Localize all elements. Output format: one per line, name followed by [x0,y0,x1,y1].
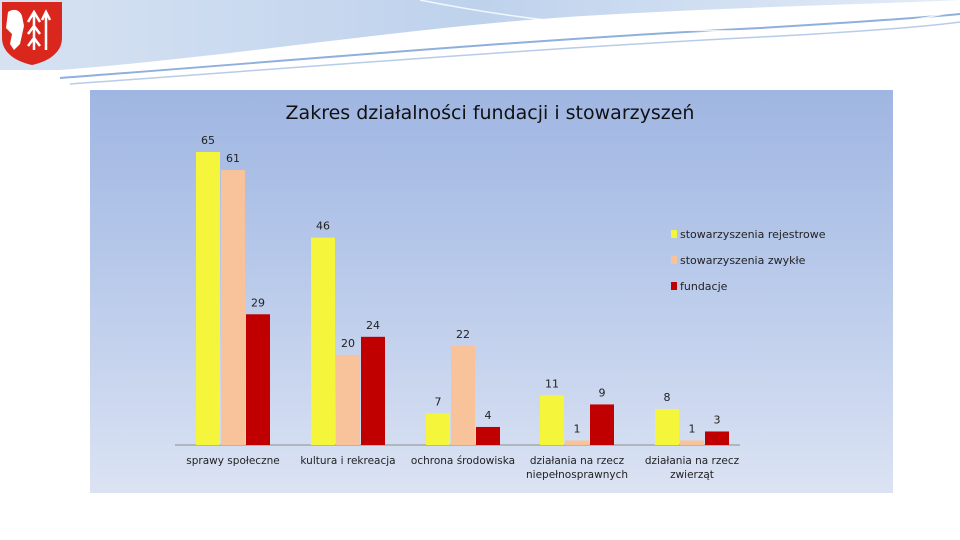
legend-label: fundacje [680,280,728,293]
data-label: 46 [316,220,330,233]
chart-title: Zakres działalności fundacji i stowarzys… [286,102,695,124]
bar [246,314,270,445]
bar [655,408,679,445]
chart-panel: Zakres działalności fundacji i stowarzys… [90,90,893,493]
category-label: sprawy społeczne [186,455,279,467]
data-label: 24 [366,319,380,332]
category-label: kultura i rekreacja [300,455,395,467]
bar [565,440,589,445]
bar [426,413,450,445]
bar [590,404,614,445]
decorative-banner [0,0,960,85]
data-label: 61 [226,152,240,165]
legend-label: stowarzyszenia zwykłe [680,254,806,267]
bar [476,426,500,445]
category-label: zwierząt [670,469,714,481]
data-label: 11 [545,377,559,390]
data-label: 9 [599,386,606,399]
category-label: działania na rzecz [645,455,740,467]
category-label: niepełnosprawnych [526,469,628,481]
coat-of-arms-eagle-icon [2,2,62,65]
chart-legend: stowarzyszenia rejestrowe stowarzyszenia … [671,228,826,293]
data-label: 29 [251,296,265,309]
bar [196,152,220,445]
category-label: działania na rzecz [530,455,625,467]
bar [221,170,245,445]
data-label: 1 [689,422,696,435]
legend-swatch [671,230,677,238]
data-label: 1 [574,422,581,435]
category-label: ochrona środowiska [411,455,515,467]
bar [336,354,360,445]
data-label: 8 [664,391,671,404]
bar [705,431,729,445]
data-label: 65 [201,134,215,147]
bar [311,237,335,445]
bar-chart: Zakres działalności fundacji i stowarzys… [175,102,826,481]
data-label: 3 [714,413,721,426]
data-label: 4 [485,409,492,422]
data-label: 20 [341,337,355,350]
bar [451,345,475,445]
legend-swatch [671,256,677,264]
legend-swatch [671,282,677,290]
legend-label: stowarzyszenia rejestrowe [680,228,826,241]
bar [540,395,564,445]
data-label: 7 [435,395,442,408]
data-label: 22 [456,328,470,341]
bar [680,440,704,445]
bar [361,336,385,445]
